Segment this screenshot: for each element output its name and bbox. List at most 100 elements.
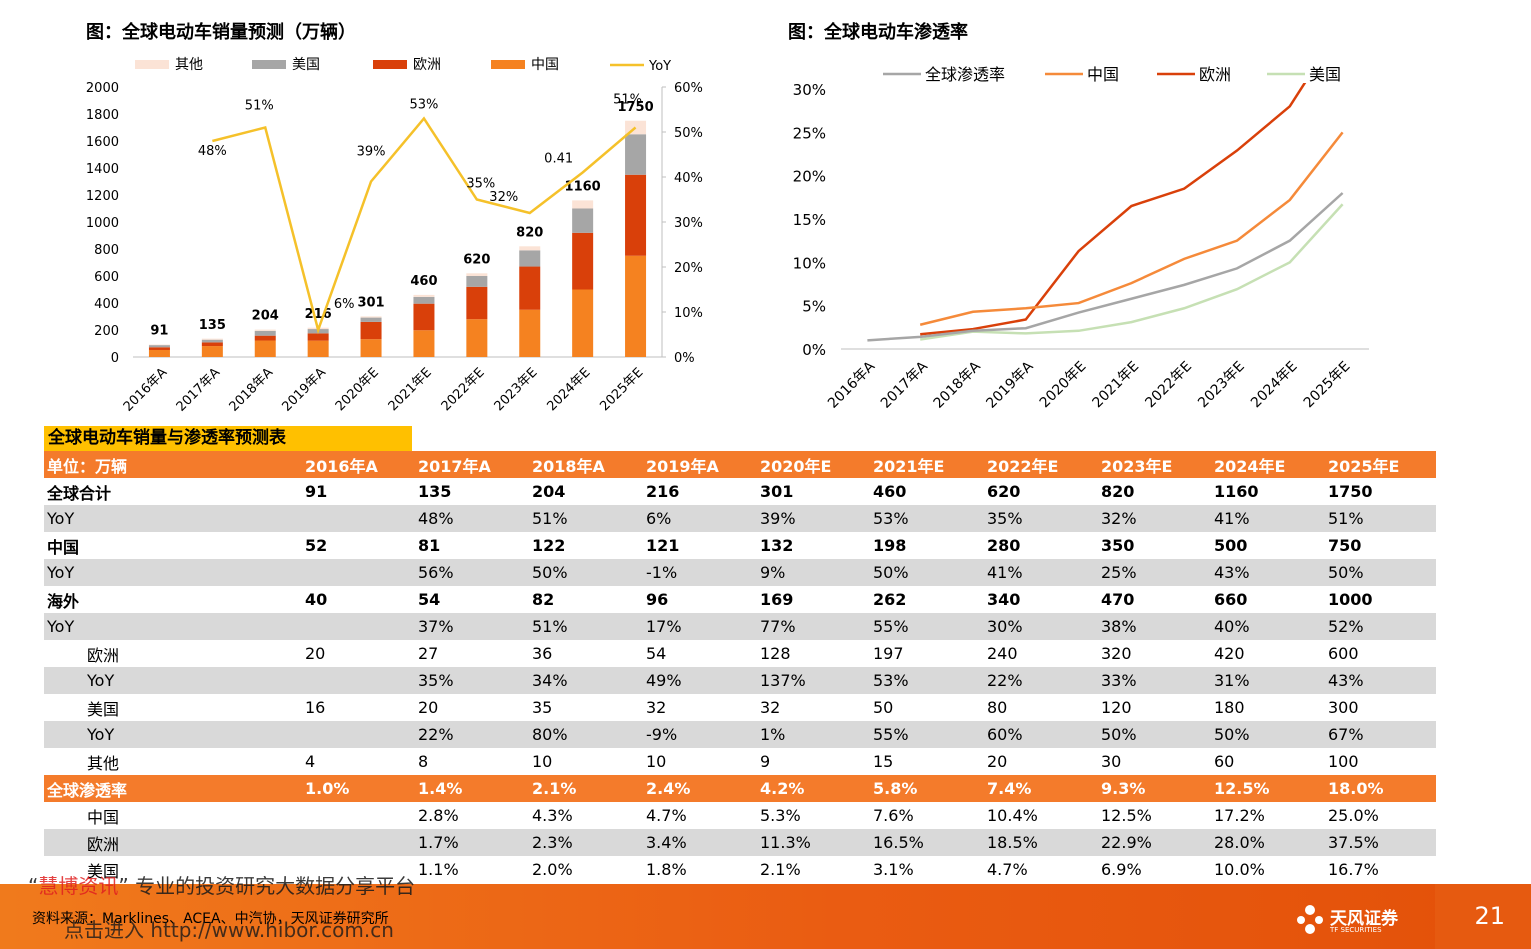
legend-swatch (373, 60, 407, 69)
x-tick-label: 2020年E (1037, 359, 1090, 412)
row-label: 全球渗透率 (44, 775, 302, 802)
table-cell: 280 (987, 536, 1021, 555)
table-cell: 600 (1328, 644, 1359, 663)
bar-segment (360, 339, 382, 357)
table-cell: 56% (415, 559, 529, 586)
table-cell (302, 829, 415, 856)
x-tick-label: 2018年A (227, 365, 277, 415)
bar-segment (148, 349, 170, 357)
table-cell: 36 (532, 644, 553, 663)
table-cell: 20 (987, 752, 1008, 771)
table-cell: 340 (987, 590, 1021, 609)
table-title: 全球电动车销量与渗透率预测表 (44, 426, 412, 451)
yoy-line (212, 116, 637, 335)
table-cell: 2021年E (870, 451, 984, 478)
x-tick-label: 2016年A (121, 365, 171, 415)
table-cell: 2.1% (529, 775, 643, 802)
table-cell: 41% (984, 559, 1098, 586)
table-cell: 121 (646, 536, 680, 555)
x-tick-label: 2022年E (1142, 359, 1195, 412)
y-tick-label: 1600 (86, 135, 119, 150)
bar-segment (254, 335, 276, 341)
table-cell: 750 (1328, 536, 1362, 555)
legend-label: 全球渗透率 (925, 65, 1005, 84)
page-number: 21 (1474, 902, 1505, 930)
table-cell: 55% (870, 721, 984, 748)
y-tick-label: 30% (793, 81, 826, 99)
bar-segment (572, 200, 594, 209)
y-tick-label: 800 (94, 243, 119, 258)
table-cell: 82 (532, 590, 555, 609)
bar-total-label: 460 (410, 274, 437, 289)
bar-segment (413, 294, 435, 297)
y-tick-label: 10% (793, 254, 826, 272)
bar-total-label: 91 (150, 324, 168, 339)
row-label: 全球合计 (47, 483, 112, 503)
x-tick-label: 2017年A (174, 365, 224, 415)
table-cell: 15 (873, 752, 894, 771)
bar-segment (625, 134, 647, 175)
table-cell: 32 (760, 698, 781, 717)
table-row: 全球渗透率 1.0% 1.4% 2.1% 2.4% 4.2% 5.8% 7.4% 9.3% 12.… (44, 775, 1436, 802)
table-cell: 1.7% (415, 829, 529, 856)
table-cell: 18.0% (1325, 775, 1436, 802)
y-tick-label: 1400 (86, 162, 119, 177)
table-cell: 50% (870, 559, 984, 586)
y2-tick-label: 50% (674, 126, 703, 141)
table-cell: 137% (757, 667, 870, 694)
x-tick-label: 2025年E (1301, 359, 1354, 412)
watermark-quote-close: ” (118, 874, 129, 898)
table-cell: 41% (1211, 505, 1325, 532)
table-cell: 300 (1328, 698, 1359, 717)
table-row: 中国 2.8% 4.3% 4.7% 5.3% 7.6% 10.4% 12.5% 17.2% 25.… (44, 802, 1436, 829)
table-row: 欧洲 1.7% 2.3% 3.4% 11.3% 16.5% 18.5% 22.9% 28.0% 3… (44, 829, 1436, 856)
row-label: 海外 (47, 591, 80, 611)
table-cell: 35% (415, 667, 529, 694)
y-tick-label: 400 (94, 297, 119, 312)
legend-label: 欧洲 (1199, 65, 1231, 84)
forecast-table: 单位：万辆 2016年A 2017年A 2018年A 2019年A 2020年E 2021年… (44, 451, 1436, 883)
bar-segment (360, 316, 382, 318)
x-tick-label: 2019年A (279, 365, 329, 415)
table-cell: 1.4% (415, 775, 529, 802)
series-line (867, 192, 1344, 342)
watermark-slogan: “慧博资讯” 专业的投资研究大数据分享平台 (28, 870, 415, 899)
series-line (920, 203, 1344, 341)
y2-tick-label: 0% (674, 351, 695, 366)
table-cell: 9 (760, 752, 771, 771)
table-cell: 500 (1214, 536, 1248, 555)
row-label: YoY (44, 505, 302, 532)
row-label: 欧洲 (44, 829, 302, 856)
table-cell: 3.4% (643, 829, 757, 856)
left-chart-title: 图：全球电动车销量预测（万辆） (86, 22, 356, 43)
bar-segment (413, 303, 435, 331)
y2-tick-label: 60% (674, 81, 703, 96)
table-cell: 27 (418, 644, 439, 663)
row-label: 其他 (87, 753, 120, 773)
table-cell: 17% (643, 613, 757, 640)
y2-tick-label: 10% (674, 306, 703, 321)
table-cell: 1% (757, 721, 870, 748)
table-cell: 350 (1101, 536, 1135, 555)
table-row: 欧洲 20 27 36 54 128 197 240 320 420 600 (44, 640, 1436, 667)
table-cell: 52 (305, 536, 328, 555)
legend-label: 欧洲 (413, 57, 441, 73)
bar-segment (413, 296, 435, 304)
bar-segment (572, 289, 594, 357)
watermark-link[interactable]: 点击进入 http://www.hibor.com.cn (64, 918, 394, 942)
yoy-label: 35% (466, 177, 495, 192)
right-chart-title: 图：全球电动车渗透率 (788, 22, 968, 43)
bar-segment (466, 276, 488, 287)
table-cell: 43% (1325, 667, 1436, 694)
table-cell: 17.2% (1214, 806, 1265, 825)
table-cell: 620 (987, 482, 1021, 501)
table-cell: 4 (305, 752, 316, 771)
bar-segment (360, 317, 382, 322)
x-tick-label: 2024年E (1248, 359, 1301, 412)
table-cell: 50 (873, 698, 894, 717)
x-tick-label: 2022年E (439, 365, 488, 414)
y-tick-label: 20% (793, 168, 826, 186)
table-cell: 35 (532, 698, 553, 717)
table-cell: 50% (1325, 559, 1436, 586)
table-cell: 2017年A (415, 451, 529, 478)
